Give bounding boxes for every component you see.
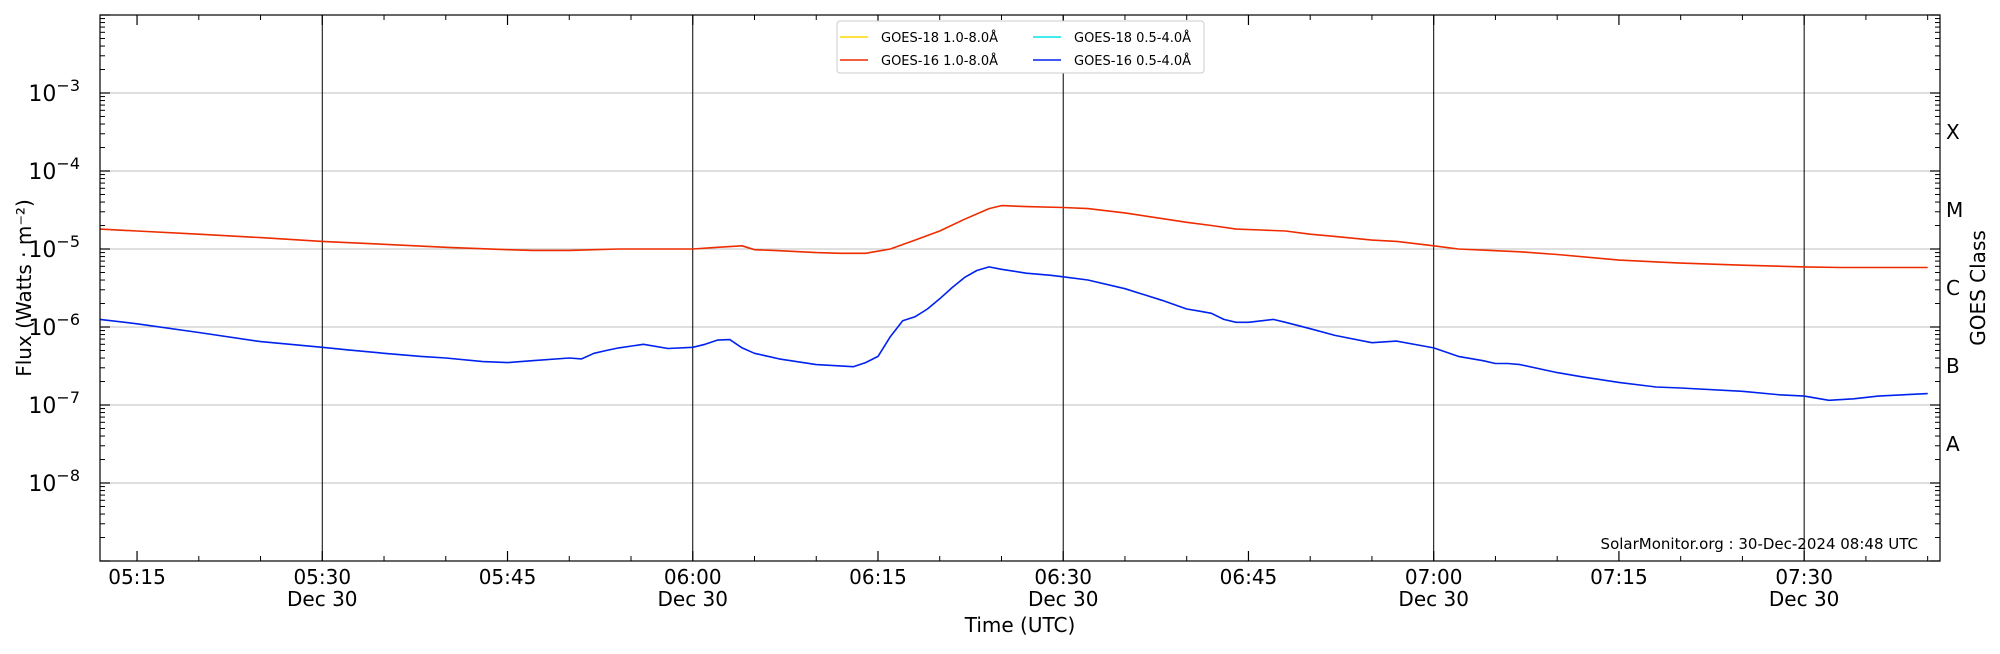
x-tick-date-label: Dec 30 bbox=[1028, 587, 1099, 611]
legend-label-goes16-short: GOES-16 0.5-4.0Å bbox=[1074, 53, 1191, 69]
x-tick-label: 06:45 bbox=[1220, 565, 1278, 589]
legend: GOES-18 1.0-8.0Å GOES-18 0.5-4.0Å GOES-1… bbox=[836, 20, 1205, 74]
y-tick-label: 10−3 bbox=[28, 76, 80, 107]
goes-class-label: X bbox=[1946, 120, 1960, 144]
y2-axis-title: GOES Class bbox=[1966, 230, 1990, 346]
series-line-2 bbox=[99, 204, 1928, 269]
x-axis-title: Time (UTC) bbox=[964, 613, 1076, 637]
goes-class-label: A bbox=[1946, 432, 1960, 456]
source-annotation: SolarMonitor.org : 30-Dec-2024 08:48 UTC bbox=[1601, 535, 1918, 553]
grid-layer bbox=[100, 15, 1940, 561]
x-tick-label: 05:45 bbox=[479, 565, 537, 589]
x-tick-label: 07:30 bbox=[1775, 565, 1833, 589]
series-layer bbox=[99, 204, 1928, 402]
y-axis-title: Flux (Watts · m⁻²) bbox=[12, 199, 36, 377]
x-tick-label: 07:00 bbox=[1405, 565, 1463, 589]
x-tick-label: 05:30 bbox=[293, 565, 351, 589]
legend-box bbox=[836, 20, 1205, 74]
x-tick-date-label: Dec 30 bbox=[287, 587, 358, 611]
x-tick-label: 06:15 bbox=[849, 565, 907, 589]
series-line-3 bbox=[99, 266, 1928, 402]
x-tick-date-label: Dec 30 bbox=[1769, 587, 1840, 611]
x-tick-label: 06:30 bbox=[1034, 565, 1092, 589]
x-tick-label: 05:15 bbox=[108, 565, 166, 589]
legend-label-goes18-short: GOES-18 0.5-4.0Å bbox=[1074, 30, 1191, 46]
y-tick-label: 10−4 bbox=[28, 154, 80, 185]
x-tick-date-label: Dec 30 bbox=[657, 587, 728, 611]
plot-frame bbox=[99, 14, 1941, 562]
legend-label-goes18-long: GOES-18 1.0-8.0Å bbox=[881, 30, 998, 46]
y-tick-label: 10−7 bbox=[28, 388, 80, 419]
y-tick-label: 10−5 bbox=[28, 232, 80, 263]
goes-class-label: C bbox=[1946, 276, 1960, 300]
legend-label-goes16-long: GOES-16 1.0-8.0Å bbox=[881, 53, 998, 69]
goes-class-label: M bbox=[1946, 198, 1963, 222]
y-tick-label: 10−6 bbox=[28, 310, 80, 341]
x-tick-label: 06:00 bbox=[664, 565, 722, 589]
tick-layer bbox=[100, 14, 1940, 562]
goes-class-label: B bbox=[1946, 354, 1960, 378]
x-tick-label: 07:15 bbox=[1590, 565, 1648, 589]
x-tick-date-label: Dec 30 bbox=[1398, 587, 1469, 611]
y-tick-label: 10−8 bbox=[28, 466, 80, 497]
